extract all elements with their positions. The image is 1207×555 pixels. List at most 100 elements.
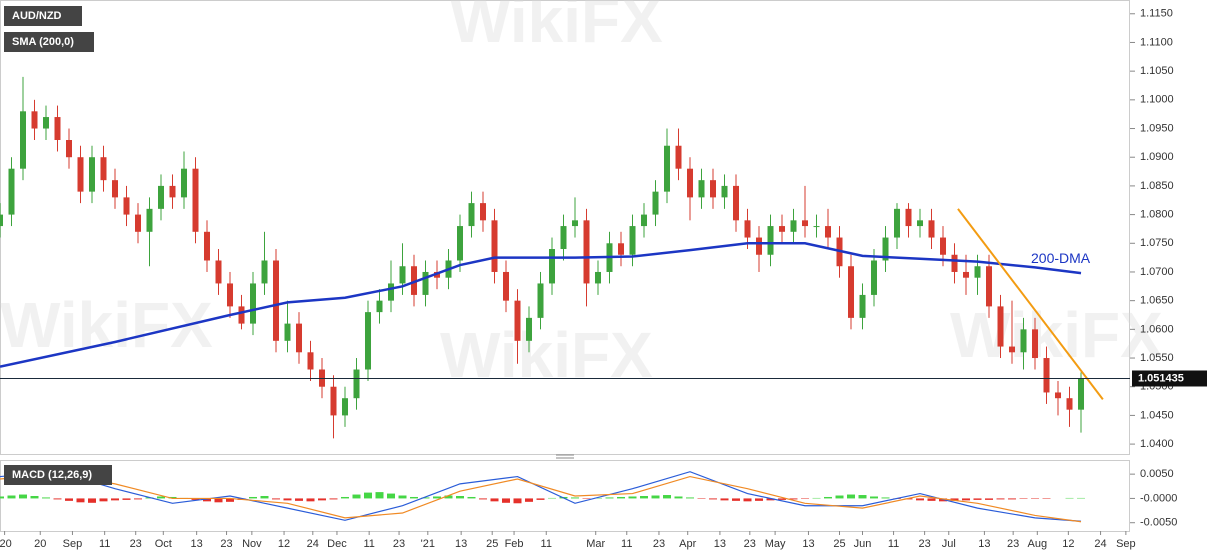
macd-bar: [720, 498, 729, 501]
sma-annotation: 200-DMA: [1031, 250, 1091, 266]
x-tick-label: 23: [130, 538, 142, 550]
y-tick-label: -0.0000: [1140, 492, 1177, 504]
macd-bar: [203, 498, 212, 502]
candle-body: [376, 300, 383, 313]
candle-body: [951, 254, 958, 272]
candle-body: [779, 226, 786, 232]
x-tick-label: Sep: [63, 538, 83, 550]
macd-bar: [536, 498, 545, 500]
candle-body: [928, 220, 935, 238]
x-tick-label: 25: [833, 538, 845, 550]
macd-bar: [352, 494, 361, 499]
macd-bar: [249, 496, 258, 499]
macd-bar: [456, 496, 465, 499]
macd-bar: [858, 495, 867, 499]
x-tick-label: 25: [486, 538, 498, 550]
x-tick-label: 12: [278, 538, 290, 550]
candle-body: [112, 180, 119, 198]
candle-body: [986, 266, 993, 307]
x-tick-label: '20: [0, 538, 12, 550]
candle-body: [158, 185, 165, 209]
x-tick-label: Jul: [942, 538, 956, 550]
candle-body: [204, 231, 211, 261]
macd-bar: [513, 498, 522, 504]
candle-body: [192, 168, 199, 232]
macd-bar: [651, 495, 660, 499]
macd-bar: [341, 496, 350, 499]
macd-bar: [847, 494, 856, 499]
candle-body: [330, 386, 337, 416]
candle-body: [388, 283, 395, 301]
last-price-label: 1.051435: [1138, 372, 1184, 384]
macd-bar: [617, 496, 626, 499]
macd-bar: [778, 498, 787, 500]
y-tick-label: 1.0450: [1140, 409, 1174, 421]
candle-body: [572, 220, 579, 227]
macd-bar: [433, 496, 442, 499]
x-tick-label: Oct: [155, 538, 172, 550]
candle-body: [721, 185, 728, 198]
y-tick-label: 1.0900: [1140, 151, 1174, 163]
macd-bar: [421, 497, 430, 499]
macd-bar: [525, 498, 534, 502]
watermark: WikiFX: [950, 299, 1163, 371]
macd-bar: [30, 496, 39, 499]
sma-line: [0, 242, 1082, 368]
macd-bar: [387, 493, 396, 499]
macd-bar: [479, 498, 488, 500]
x-tick-label: 23: [1007, 538, 1019, 550]
macd-bar: [134, 498, 143, 500]
macd-bar: [53, 498, 62, 500]
candle-body: [963, 271, 970, 278]
macd-bar: [76, 498, 85, 503]
y-tick-label: 1.0850: [1140, 180, 1174, 192]
candle-body: [756, 237, 763, 255]
macd-line: [0, 471, 1082, 522]
candle-body: [974, 266, 981, 278]
macd-panel: [0, 460, 1130, 532]
macd-bar: [962, 498, 971, 501]
y-tick-label: 1.1100: [1140, 36, 1173, 48]
x-tick-label: 23: [918, 538, 930, 550]
candle-body: [457, 226, 464, 261]
macd-bar: [88, 498, 97, 503]
macd-bar: [985, 498, 994, 500]
x-tick-label: 23: [744, 538, 756, 550]
candle-body: [273, 260, 280, 341]
plot: 200-DMA: [0, 76, 1130, 523]
legend-box: [4, 32, 94, 52]
candle-body: [997, 306, 1004, 347]
candle-body: [595, 271, 602, 284]
candle-body: [560, 226, 567, 250]
candle-body: [744, 220, 751, 238]
macd-bar: [973, 498, 982, 500]
sma-label: SMA (200,0): [12, 36, 74, 48]
x-tick-label: May: [765, 538, 786, 550]
candle-body: [917, 220, 924, 227]
candle-body: [710, 180, 717, 198]
macd-bar: [766, 498, 775, 501]
x-tick-label: '21: [421, 538, 435, 550]
x-tick-label: Mar: [586, 538, 605, 550]
candle-body: [687, 168, 694, 198]
x-tick-label: 11: [363, 538, 374, 550]
x-tick-label: 13: [455, 538, 467, 550]
x-tick-label: 13: [714, 538, 726, 550]
macd-bar: [398, 495, 407, 499]
macd-bar: [272, 498, 281, 500]
macd-bar: [191, 498, 200, 500]
y-tick-label: 1.1000: [1140, 94, 1174, 106]
candle-body: [549, 249, 556, 284]
candle-body: [790, 220, 797, 232]
candle-body: [514, 300, 521, 341]
symbol-label: AUD/NZD: [12, 10, 62, 22]
candle-body: [227, 283, 234, 307]
candle-body: [1032, 329, 1039, 359]
macd-bar: [444, 495, 453, 499]
candle-body: [871, 260, 878, 295]
macd-bar: [306, 498, 315, 502]
candle-body: [813, 226, 820, 228]
y-tick-label: 1.1150: [1140, 8, 1173, 20]
candle-body: [422, 271, 429, 295]
